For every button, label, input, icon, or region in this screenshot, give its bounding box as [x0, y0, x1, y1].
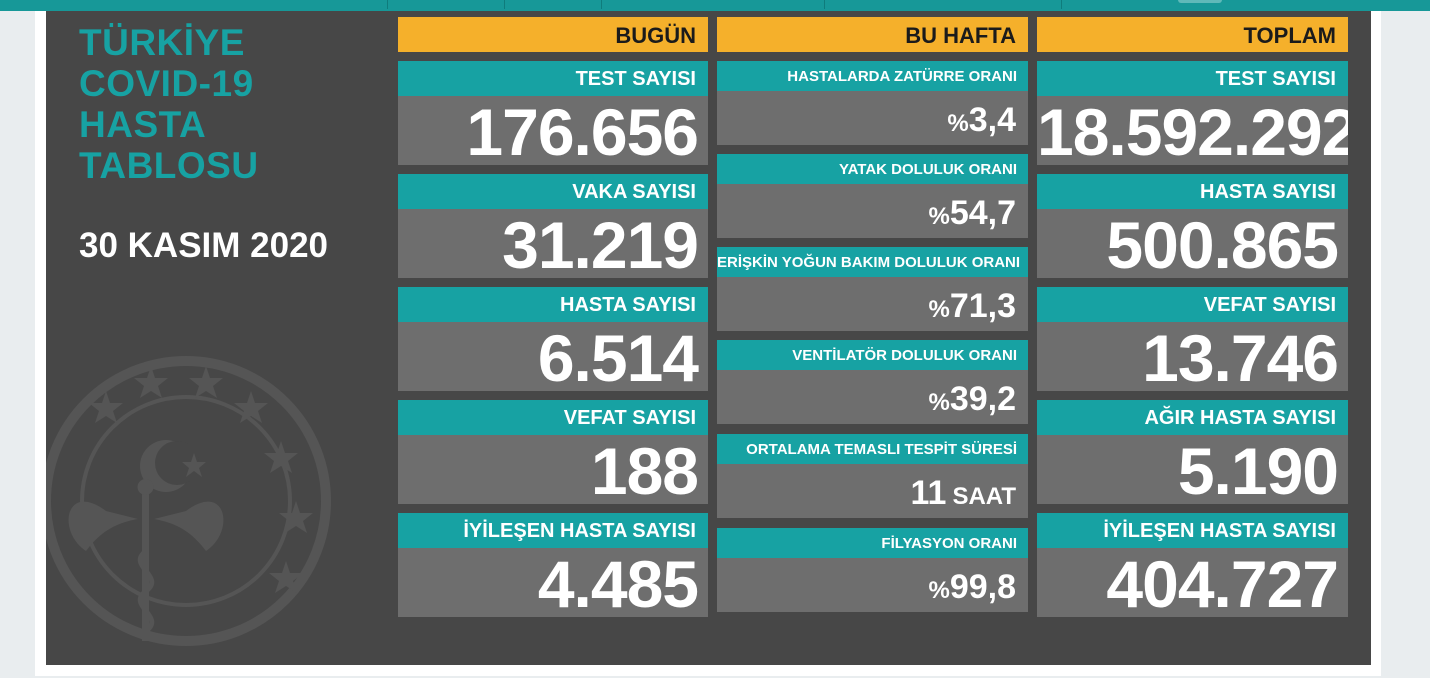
- card-label: VEFAT SAYISI: [1037, 287, 1348, 322]
- card-value: %39,2: [717, 370, 1028, 424]
- total-card-critical: AĞIR HASTA SAYISI 5.190: [1037, 400, 1348, 504]
- card-value: %3,4: [717, 91, 1028, 145]
- card-label: İYİLEŞEN HASTA SAYISI: [1037, 513, 1348, 548]
- card-value: 31.219: [398, 209, 708, 278]
- value-number: 3,4: [968, 101, 1016, 139]
- today-card-recovered: İYİLEŞEN HASTA SAYISI 4.485: [398, 513, 708, 617]
- value-suffix: SAAT: [952, 483, 1016, 510]
- week-card-filiation-rate: FİLYASYON ORANI %99,8: [717, 528, 1028, 612]
- card-value: 176.656: [398, 96, 708, 165]
- total-card-deaths: VEFAT SAYISI 13.746: [1037, 287, 1348, 391]
- card-label: HASTA SAYISI: [1037, 174, 1348, 209]
- nav-divider: [387, 0, 388, 9]
- card-value: %54,7: [717, 184, 1028, 238]
- card-label: TEST SAYISI: [398, 61, 708, 96]
- card-value: 5.190: [1037, 435, 1348, 504]
- card-label: İYİLEŞEN HASTA SAYISI: [398, 513, 708, 548]
- today-card-deaths: VEFAT SAYISI 188: [398, 400, 708, 504]
- card-value: 18.592.292: [1037, 96, 1348, 165]
- card-value: 11 SAAT: [717, 464, 1028, 518]
- week-card-icu-occupancy: ERİŞKİN YOĞUN BAKIM DOLULUK ORANI %71,3: [717, 247, 1028, 331]
- title-line: TÜRKİYE: [79, 22, 245, 63]
- value-number: 39,2: [949, 380, 1016, 418]
- card-value: 4.485: [398, 548, 708, 617]
- value-number: 99,8: [949, 568, 1016, 606]
- card-value: 404.727: [1037, 548, 1348, 617]
- column-header-today: BUGÜN: [398, 17, 708, 52]
- card-label: VAKA SAYISI: [398, 174, 708, 209]
- card-value: 500.865: [1037, 209, 1348, 278]
- card-value: %99,8: [717, 558, 1028, 612]
- value-number: 11: [910, 474, 947, 512]
- card-value: 6.514: [398, 322, 708, 391]
- nav-divider: [824, 0, 825, 9]
- value-number: 71,3: [949, 287, 1016, 325]
- nav-divider: [1061, 0, 1062, 9]
- card-label: HASTA SAYISI: [398, 287, 708, 322]
- value-prefix: %: [928, 203, 950, 230]
- title-line: HASTA: [79, 104, 207, 145]
- nav-indicator: [1178, 0, 1222, 3]
- week-card-pneumonia-rate: HASTALARDA ZATÜRRE ORANI %3,4: [717, 61, 1028, 145]
- card-label: ORTALAMA TEMASLI TESPİT SÜRESİ: [717, 434, 1028, 464]
- card-label: VENTİLATÖR DOLULUK ORANI: [717, 340, 1028, 370]
- value-prefix: %: [947, 110, 969, 137]
- report-date: 30 KASIM 2020: [79, 226, 329, 265]
- page-title: TÜRKİYE COVID-19 HASTA TABLOSU: [79, 22, 259, 186]
- week-card-contact-tracing-time: ORTALAMA TEMASLI TESPİT SÜRESİ 11 SAAT: [717, 434, 1028, 518]
- top-navigation-bar: [0, 0, 1430, 11]
- value-number: 54,7: [949, 194, 1016, 232]
- card-label: TEST SAYISI: [1037, 61, 1348, 96]
- week-card-bed-occupancy: YATAK DOLULUK ORANI %54,7: [717, 154, 1028, 238]
- column-header-week: BU HAFTA: [717, 17, 1028, 52]
- today-card-cases: VAKA SAYISI 31.219: [398, 174, 708, 278]
- card-label: AĞIR HASTA SAYISI: [1037, 400, 1348, 435]
- card-label: HASTALARDA ZATÜRRE ORANI: [717, 61, 1028, 91]
- total-card-recovered: İYİLEŞEN HASTA SAYISI 404.727: [1037, 513, 1348, 617]
- week-card-ventilator-occupancy: VENTİLATÖR DOLULUK ORANI %39,2: [717, 340, 1028, 424]
- card-label: FİLYASYON ORANI: [717, 528, 1028, 558]
- nav-divider: [504, 0, 505, 9]
- column-header-total: TOPLAM: [1037, 17, 1348, 52]
- card-value: 188: [398, 435, 708, 504]
- card-value: 13.746: [1037, 322, 1348, 391]
- card-label: VEFAT SAYISI: [398, 400, 708, 435]
- total-card-patients: HASTA SAYISI 500.865: [1037, 174, 1348, 278]
- title-line: COVID-19: [79, 63, 254, 104]
- card-value: %71,3: [717, 277, 1028, 331]
- total-card-test: TEST SAYISI 18.592.292: [1037, 61, 1348, 165]
- title-line: TABLOSU: [79, 145, 259, 186]
- nav-divider: [601, 0, 602, 9]
- today-card-patients: HASTA SAYISI 6.514: [398, 287, 708, 391]
- value-prefix: %: [928, 296, 950, 323]
- value-prefix: %: [928, 389, 950, 416]
- today-card-test: TEST SAYISI 176.656: [398, 61, 708, 165]
- card-label: ERİŞKİN YOĞUN BAKIM DOLULUK ORANI: [717, 247, 1028, 277]
- value-prefix: %: [928, 577, 950, 604]
- card-label: YATAK DOLULUK ORANI: [717, 154, 1028, 184]
